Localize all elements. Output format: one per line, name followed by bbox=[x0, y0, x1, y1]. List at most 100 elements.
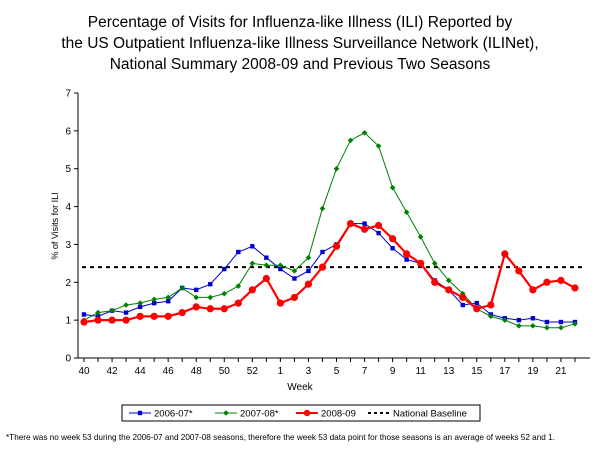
legend-item: 2007-08* bbox=[215, 409, 279, 420]
data-point bbox=[557, 276, 565, 284]
data-point bbox=[332, 242, 341, 250]
data-point bbox=[417, 234, 424, 240]
data-point bbox=[347, 137, 354, 144]
data-point bbox=[374, 221, 383, 230]
data-point bbox=[459, 293, 467, 302]
y-tick-label: 5 bbox=[65, 164, 71, 175]
data-point bbox=[220, 305, 228, 313]
data-point bbox=[558, 324, 564, 331]
series-line bbox=[83, 132, 576, 329]
data-point bbox=[572, 321, 578, 327]
data-point bbox=[278, 266, 283, 272]
data-point bbox=[318, 263, 327, 271]
data-point bbox=[320, 249, 325, 255]
data-point bbox=[165, 294, 171, 301]
data-point bbox=[150, 312, 158, 320]
data-point bbox=[109, 307, 115, 314]
data-point bbox=[305, 254, 312, 261]
data-point bbox=[445, 277, 452, 284]
x-tick-label: 40 bbox=[78, 366, 90, 377]
data-point bbox=[403, 209, 410, 216]
x-tick-label: 13 bbox=[443, 366, 455, 377]
data-point bbox=[164, 312, 172, 320]
data-point bbox=[264, 255, 269, 260]
chart-title: Percentage of Visits for Influenza-like … bbox=[0, 12, 600, 75]
x-tick-label: 21 bbox=[555, 366, 567, 377]
y-axis-label: % of Visits for ILI bbox=[50, 192, 60, 259]
series-2008-09 bbox=[80, 220, 579, 326]
data-point bbox=[178, 308, 186, 317]
data-point bbox=[571, 284, 579, 292]
data-point bbox=[404, 257, 409, 262]
x-tick-label: 46 bbox=[163, 366, 175, 377]
data-point bbox=[236, 249, 241, 255]
data-point bbox=[306, 268, 311, 274]
data-point bbox=[502, 317, 508, 323]
y-tick-label: 7 bbox=[65, 89, 71, 100]
data-point bbox=[122, 316, 130, 324]
data-point bbox=[206, 305, 214, 313]
x-tick-label: 48 bbox=[191, 366, 203, 377]
data-point bbox=[250, 244, 255, 249]
data-point bbox=[248, 286, 256, 294]
data-point bbox=[376, 230, 381, 236]
data-point bbox=[389, 184, 396, 191]
x-tick-label: 19 bbox=[527, 366, 539, 377]
data-point bbox=[292, 276, 297, 281]
data-point bbox=[193, 294, 200, 301]
data-point bbox=[137, 304, 143, 310]
data-point bbox=[221, 290, 228, 297]
x-tick-label: 1 bbox=[278, 366, 284, 377]
data-point bbox=[81, 312, 87, 317]
y-tick-label: 6 bbox=[65, 126, 71, 137]
data-point bbox=[460, 302, 465, 308]
data-point bbox=[530, 323, 536, 329]
data-point bbox=[431, 260, 438, 267]
data-point bbox=[263, 262, 270, 269]
data-point bbox=[375, 143, 382, 149]
chart-legend: 2006-07* 2007-08* 2008-09 National Baseline bbox=[121, 404, 481, 422]
data-point bbox=[94, 316, 102, 324]
data-point bbox=[95, 314, 101, 319]
data-point bbox=[249, 260, 256, 267]
data-point bbox=[516, 323, 522, 329]
legend-marker bbox=[223, 410, 229, 416]
x-tick-label: 52 bbox=[247, 366, 259, 377]
data-point bbox=[544, 324, 550, 331]
y-tick-label: 2 bbox=[65, 278, 71, 289]
data-point bbox=[390, 246, 395, 251]
data-point bbox=[165, 299, 171, 304]
data-point bbox=[403, 250, 411, 258]
legend-label: 2006-07* bbox=[154, 409, 193, 420]
data-point bbox=[194, 287, 199, 293]
data-point bbox=[473, 305, 481, 313]
data-point bbox=[487, 301, 495, 309]
data-point bbox=[445, 286, 453, 294]
data-point bbox=[558, 319, 564, 325]
x-tick-label: 5 bbox=[334, 366, 340, 377]
data-point bbox=[123, 310, 129, 315]
data-point bbox=[137, 300, 143, 306]
data-point bbox=[136, 312, 144, 320]
series-line bbox=[83, 222, 576, 324]
y-tick-label: 4 bbox=[65, 202, 71, 213]
x-tick-label: 42 bbox=[106, 366, 118, 377]
data-point bbox=[360, 225, 369, 233]
y-tick-label: 3 bbox=[65, 240, 71, 251]
chart-title-line-2: the US Outpatient Influenza-like Illness… bbox=[61, 35, 539, 52]
chart-title-line-3: National Summary 2008-09 and Previous Tw… bbox=[109, 56, 491, 73]
data-point bbox=[304, 280, 313, 288]
data-point bbox=[417, 259, 425, 267]
data-point bbox=[222, 266, 227, 272]
data-point bbox=[262, 274, 270, 283]
legend-item: 2006-07* bbox=[129, 409, 193, 420]
data-point bbox=[276, 299, 284, 307]
data-point bbox=[151, 296, 157, 303]
data-point bbox=[487, 313, 494, 320]
data-point bbox=[192, 303, 200, 311]
data-point bbox=[346, 220, 355, 228]
data-point bbox=[362, 221, 367, 226]
legend-label: 2008-09 bbox=[321, 409, 356, 420]
